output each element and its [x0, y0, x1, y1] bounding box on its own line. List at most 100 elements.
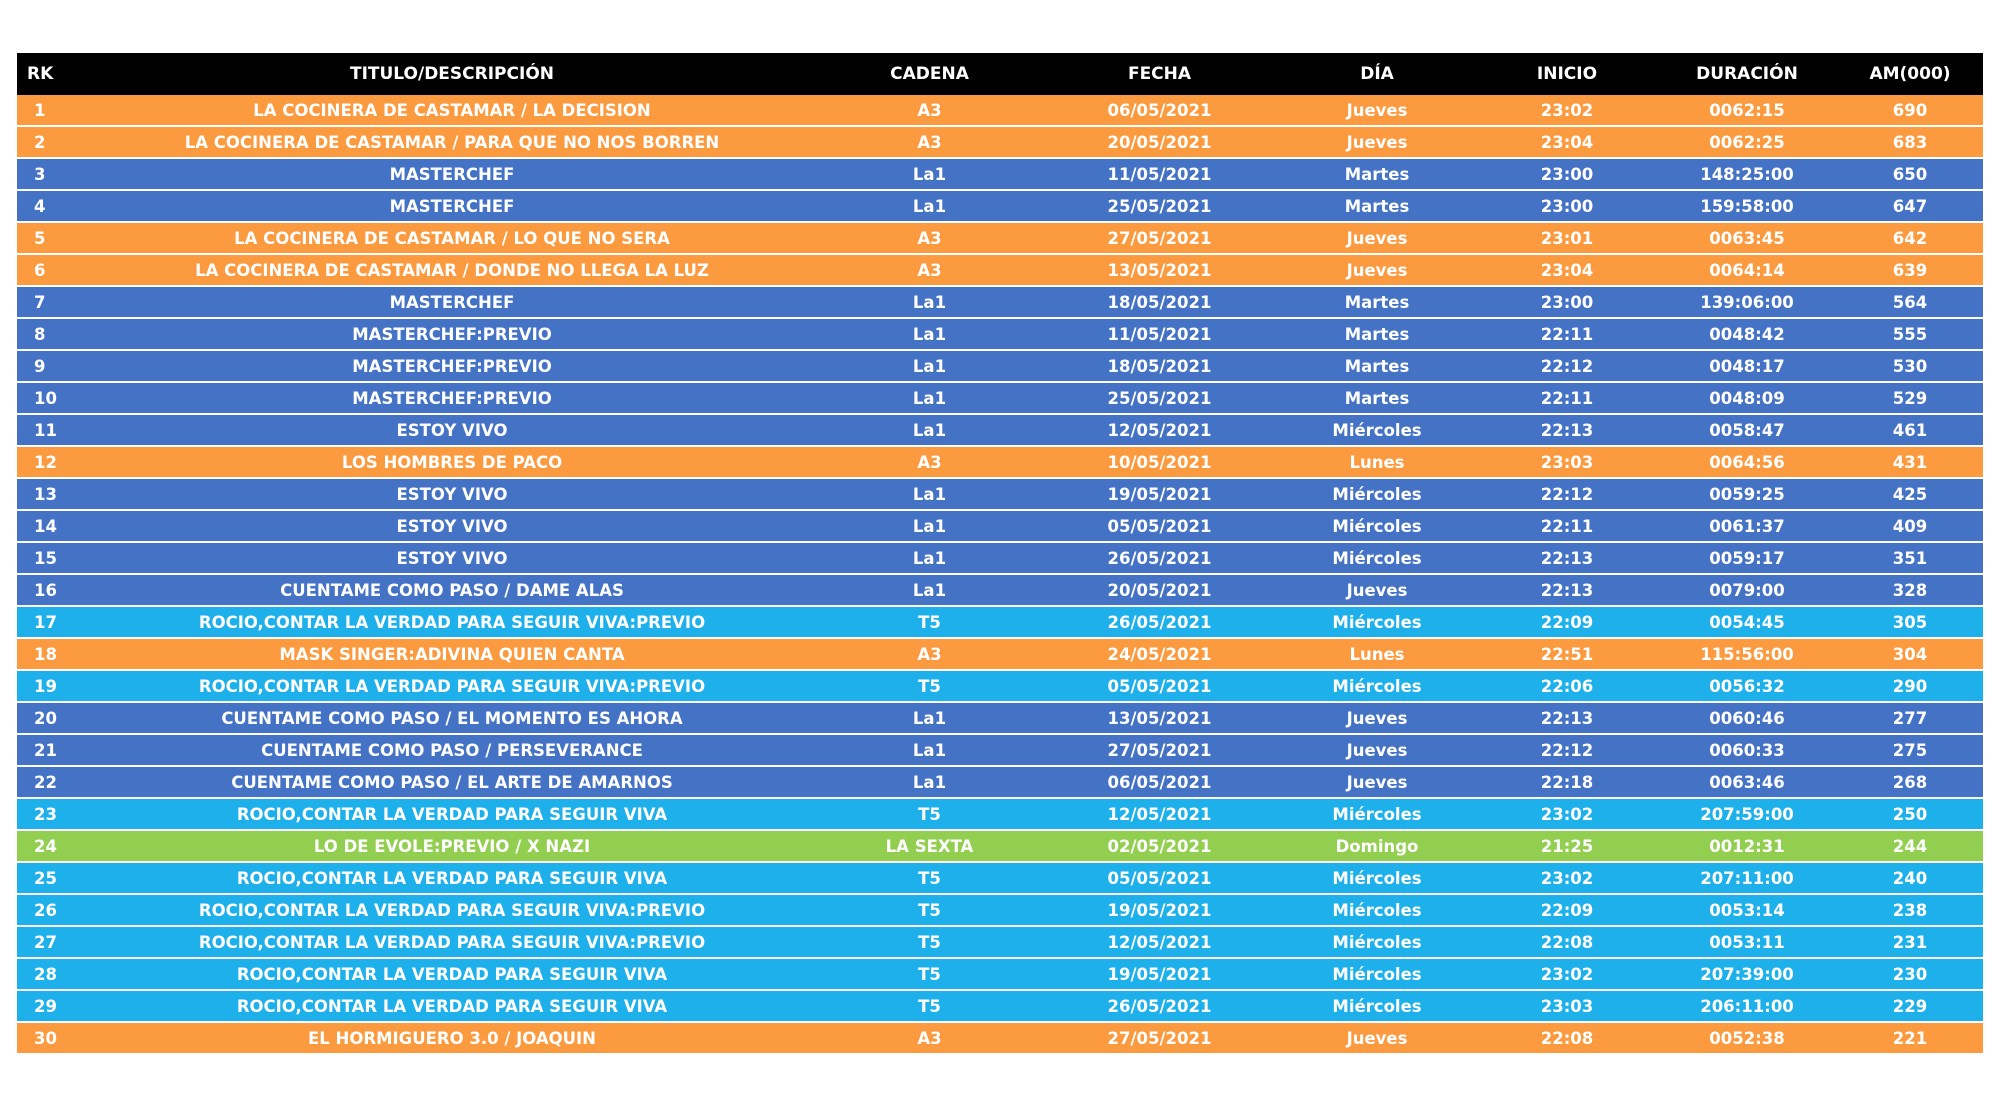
- cell-duration: 0063:45: [1657, 222, 1837, 255]
- cell-duration: 0012:31: [1657, 830, 1837, 863]
- cell-duration: 207:11:00: [1657, 862, 1837, 895]
- table-row: 5 LA COCINERA DE CASTAMAR / LO QUE NO SER…: [17, 222, 1983, 255]
- cell-start: 23:02: [1477, 958, 1657, 991]
- cell-day: Jueves: [1277, 766, 1477, 799]
- table-body: 1 LA COCINERA DE CASTAMAR / LA DECISION A3…: [17, 95, 1983, 1055]
- cell-start: 23:00: [1477, 286, 1657, 319]
- cell-title: ESTOY VIVO: [87, 478, 817, 511]
- cell-rank: 12: [17, 446, 87, 479]
- cell-rank: 25: [17, 862, 87, 895]
- cell-rank: 10: [17, 382, 87, 415]
- cell-day: Miércoles: [1277, 798, 1477, 831]
- cell-title: ROCIO,CONTAR LA VERDAD PARA SEGUIR VIVA: [87, 862, 817, 895]
- table-row: 22 CUENTAME COMO PASO / EL ARTE DE AMARNO…: [17, 766, 1983, 799]
- cell-audience: 690: [1837, 95, 1983, 127]
- cell-start: 23:02: [1477, 862, 1657, 895]
- cell-duration: 139:06:00: [1657, 286, 1837, 319]
- cell-day: Jueves: [1277, 95, 1477, 127]
- cell-day: Lunes: [1277, 446, 1477, 479]
- cell-audience: 305: [1837, 606, 1983, 639]
- cell-duration: 115:56:00: [1657, 638, 1837, 671]
- cell-date: 24/05/2021: [1042, 638, 1277, 671]
- cell-day: Miércoles: [1277, 478, 1477, 511]
- cell-start: 22:13: [1477, 542, 1657, 575]
- cell-day: Martes: [1277, 286, 1477, 319]
- cell-duration: 0064:56: [1657, 446, 1837, 479]
- cell-rank: 4: [17, 190, 87, 223]
- cell-rank: 18: [17, 638, 87, 671]
- cell-start: 23:01: [1477, 222, 1657, 255]
- cell-day: Miércoles: [1277, 606, 1477, 639]
- cell-start: 23:03: [1477, 446, 1657, 479]
- cell-date: 11/05/2021: [1042, 318, 1277, 351]
- cell-duration: 0059:17: [1657, 542, 1837, 575]
- cell-start: 22:13: [1477, 574, 1657, 607]
- cell-date: 26/05/2021: [1042, 990, 1277, 1023]
- cell-date: 11/05/2021: [1042, 158, 1277, 191]
- cell-date: 05/05/2021: [1042, 670, 1277, 703]
- cell-audience: 529: [1837, 382, 1983, 415]
- cell-audience: 461: [1837, 414, 1983, 447]
- cell-channel: T5: [817, 958, 1042, 991]
- cell-day: Lunes: [1277, 638, 1477, 671]
- cell-rank: 22: [17, 766, 87, 799]
- cell-rank: 26: [17, 894, 87, 927]
- cell-title: MASK SINGER:ADIVINA QUIEN CANTA: [87, 638, 817, 671]
- table-row: 3 MASTERCHEF La1 11/05/2021 Martes 23:00 148:2…: [17, 158, 1983, 191]
- cell-rank: 15: [17, 542, 87, 575]
- cell-title: LA COCINERA DE CASTAMAR / PARA QUE NO NO…: [87, 126, 817, 159]
- cell-channel: LA SEXTA: [817, 830, 1042, 863]
- cell-date: 20/05/2021: [1042, 574, 1277, 607]
- cell-channel: T5: [817, 894, 1042, 927]
- cell-day: Martes: [1277, 158, 1477, 191]
- cell-audience: 238: [1837, 894, 1983, 927]
- table-row: 14 ESTOY VIVO La1 05/05/2021 Miércoles 22:11 0…: [17, 510, 1983, 543]
- cell-title: MASTERCHEF: [87, 190, 817, 223]
- table-row: 7 MASTERCHEF La1 18/05/2021 Martes 23:00 139:0…: [17, 286, 1983, 319]
- cell-duration: 0058:47: [1657, 414, 1837, 447]
- cell-start: 23:00: [1477, 190, 1657, 223]
- cell-title: ROCIO,CONTAR LA VERDAD PARA SEGUIR VIVA:…: [87, 894, 817, 927]
- cell-date: 12/05/2021: [1042, 414, 1277, 447]
- table-row: 6 LA COCINERA DE CASTAMAR / DONDE NO LLEG…: [17, 254, 1983, 287]
- table-row: 23 ROCIO,CONTAR LA VERDAD PARA SEGUIR VIV…: [17, 798, 1983, 831]
- table-row: 30 EL HORMIGUERO 3.0 / JOAQUIN A3 27/05/202…: [17, 1022, 1983, 1055]
- cell-title: ROCIO,CONTAR LA VERDAD PARA SEGUIR VIVA:…: [87, 606, 817, 639]
- cell-start: 23:00: [1477, 158, 1657, 191]
- cell-date: 26/05/2021: [1042, 606, 1277, 639]
- cell-channel: T5: [817, 862, 1042, 895]
- cell-duration: 0079:00: [1657, 574, 1837, 607]
- cell-duration: 148:25:00: [1657, 158, 1837, 191]
- cell-channel: T5: [817, 670, 1042, 703]
- cell-date: 27/05/2021: [1042, 1022, 1277, 1055]
- cell-rank: 7: [17, 286, 87, 319]
- cell-day: Miércoles: [1277, 670, 1477, 703]
- cell-rank: 27: [17, 926, 87, 959]
- table-row: 20 CUENTAME COMO PASO / EL MOMENTO ES AHO…: [17, 702, 1983, 735]
- table-row: 2 LA COCINERA DE CASTAMAR / PARA QUE NO N…: [17, 126, 1983, 159]
- column-header-duration: DURACIÓN: [1657, 53, 1837, 95]
- cell-audience: 328: [1837, 574, 1983, 607]
- cell-date: 05/05/2021: [1042, 862, 1277, 895]
- table-row: 15 ESTOY VIVO La1 26/05/2021 Miércoles 22:13 0…: [17, 542, 1983, 575]
- column-header-rk: RK: [17, 53, 87, 95]
- cell-rank: 21: [17, 734, 87, 767]
- table-row: 16 CUENTAME COMO PASO / DAME ALAS La1 20/05…: [17, 574, 1983, 607]
- cell-rank: 3: [17, 158, 87, 191]
- cell-channel: A3: [817, 126, 1042, 159]
- cell-audience: 650: [1837, 158, 1983, 191]
- cell-title: LA COCINERA DE CASTAMAR / LA DECISION: [87, 95, 817, 127]
- cell-title: CUENTAME COMO PASO / PERSEVERANCE: [87, 734, 817, 767]
- cell-audience: 230: [1837, 958, 1983, 991]
- cell-day: Domingo: [1277, 830, 1477, 863]
- cell-start: 22:09: [1477, 894, 1657, 927]
- table-row: 26 ROCIO,CONTAR LA VERDAD PARA SEGUIR VIV…: [17, 894, 1983, 927]
- cell-start: 23:03: [1477, 990, 1657, 1023]
- cell-audience: 244: [1837, 830, 1983, 863]
- cell-date: 19/05/2021: [1042, 894, 1277, 927]
- cell-channel: A3: [817, 254, 1042, 287]
- cell-audience: 290: [1837, 670, 1983, 703]
- cell-start: 21:25: [1477, 830, 1657, 863]
- cell-channel: A3: [817, 95, 1042, 127]
- cell-rank: 1: [17, 95, 87, 127]
